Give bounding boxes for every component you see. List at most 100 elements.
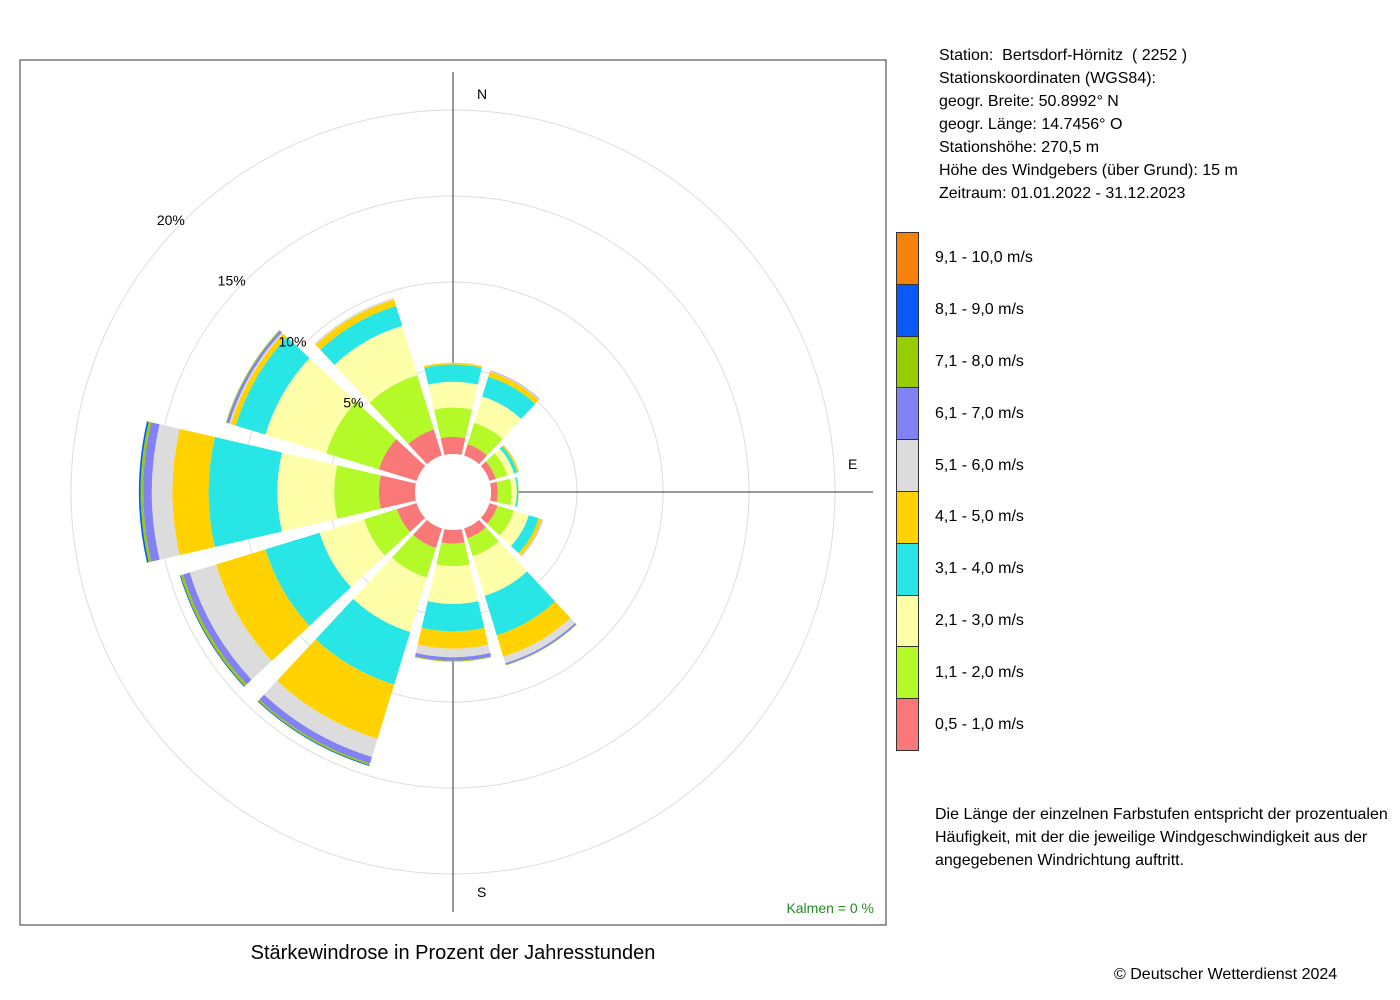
explanation-note: Die Länge der einzelnen Farbstufen entsp… <box>935 806 1388 869</box>
legend-color-bar <box>896 232 919 751</box>
sector-segment <box>151 424 180 560</box>
sector-240 <box>179 503 426 687</box>
sector-segment <box>364 509 411 556</box>
legend-label: 1,1 - 2,0 m/s <box>935 664 1024 682</box>
sector-segment <box>427 564 479 604</box>
sector-segment <box>499 446 518 474</box>
sector-segment <box>183 572 252 685</box>
legend-swatch <box>897 284 918 337</box>
sector-segment <box>464 519 486 539</box>
sector-segment <box>510 515 539 554</box>
sector-segment <box>265 358 357 454</box>
station-line: Station: Bertsdorf-Hörnitz ( 2252 ) <box>939 47 1188 64</box>
sector-segment <box>277 452 338 532</box>
sector-0 <box>423 362 483 455</box>
ring-label: 15% <box>218 273 246 289</box>
sector-segment <box>502 444 519 473</box>
legend-swatch <box>897 699 918 750</box>
legend-label: 7,1 - 8,0 m/s <box>935 352 1024 370</box>
sector-segment <box>503 617 576 664</box>
legend-label: 8,1 - 9,0 m/s <box>935 300 1024 318</box>
sector-segment <box>408 429 442 465</box>
legend-swatch <box>897 388 918 441</box>
sector-270 <box>138 421 416 563</box>
sector-segment <box>441 529 465 544</box>
sector-segment <box>516 477 519 507</box>
sector-segment <box>226 330 282 424</box>
sector-90 <box>490 477 519 507</box>
station-info: Station: Bertsdorf-Hörnitz ( 2252 ) Stat… <box>939 44 1238 205</box>
legend-labels: 9,1 - 10,0 m/s 8,1 - 9,0 m/s 7,1 - 8,0 m/s… <box>935 232 1135 751</box>
sector-segment <box>378 475 416 509</box>
sector-segment <box>235 337 310 435</box>
station-line: Stationshöhe: 270,5 m <box>939 139 1100 156</box>
north-label: N <box>477 86 487 102</box>
sector-segment <box>496 601 571 657</box>
sector-segment <box>415 653 491 661</box>
sector-segment <box>415 644 491 658</box>
chart-caption: Stärkewindrose in Prozent der Jahresstun… <box>250 942 656 964</box>
plot-frame <box>19 59 887 926</box>
sector-segment <box>482 376 536 419</box>
sector-segment <box>326 401 397 470</box>
legend-label: 9,1 - 10,0 m/s <box>935 248 1033 266</box>
ring-label: 10% <box>278 334 306 350</box>
legend-label: 6,1 - 7,0 m/s <box>935 404 1024 422</box>
sector-segment <box>510 477 517 507</box>
station-line: geogr. Breite: 50.8992° N <box>939 93 1119 110</box>
sector-segment <box>172 428 215 556</box>
legend-label: 2,1 - 3,0 m/s <box>935 612 1024 630</box>
sector-segment <box>320 305 403 365</box>
sector-segment <box>436 542 470 567</box>
sector-300 <box>225 330 426 481</box>
sector-segment <box>424 364 482 385</box>
sector-segment <box>369 375 434 445</box>
sector-segment <box>467 527 499 557</box>
sector-segment <box>421 601 485 632</box>
sector-segment <box>423 362 483 368</box>
sector-segment <box>264 680 378 757</box>
sector-segment <box>259 694 372 764</box>
sector-segment <box>467 422 503 456</box>
copyright: © Deutscher Wetterdienst 2024 <box>1114 966 1338 983</box>
sector-330 <box>314 297 442 465</box>
center-hole <box>415 454 491 530</box>
legend-label: 5,1 - 6,0 m/s <box>935 456 1024 474</box>
sector-segment <box>464 444 488 465</box>
sector-segment <box>494 448 515 476</box>
sector-segment <box>440 436 466 455</box>
sector-segment <box>334 325 418 403</box>
sector-segment <box>490 481 498 503</box>
sector-segment <box>487 505 515 536</box>
legend-swatch <box>897 543 918 596</box>
sector-segment <box>417 627 489 649</box>
sector-segment <box>434 407 472 439</box>
legend-swatch <box>897 491 918 544</box>
sector-segment <box>480 461 496 481</box>
sector-segment <box>484 571 556 636</box>
sector-segment <box>315 299 397 350</box>
ring-label: 20% <box>157 212 185 228</box>
legend-swatch <box>897 595 918 648</box>
sector-segment <box>315 599 411 685</box>
sector-segment <box>474 396 522 440</box>
station-line: Zeitraum: 01.01.2022 - 31.12.2023 <box>939 185 1186 202</box>
legend-swatch <box>897 233 918 285</box>
sector-60 <box>480 444 520 481</box>
sector-segment <box>515 477 519 507</box>
sector-segment <box>265 532 351 626</box>
calm-label: Kalmen = 0 % <box>786 900 874 916</box>
legend-swatch <box>897 647 918 700</box>
legend-swatch <box>897 336 918 389</box>
legend-label: 4,1 - 5,0 m/s <box>935 508 1024 526</box>
station-line: Stationskoordinaten (WGS84): <box>939 70 1156 87</box>
ring-label: 5% <box>343 394 363 410</box>
sector-segment <box>215 549 310 662</box>
sector-segment <box>276 639 395 739</box>
sector-segment <box>396 503 426 532</box>
sector-segment <box>480 503 498 524</box>
sector-segment <box>378 439 426 481</box>
legend-swatch <box>897 440 918 492</box>
south-label: S <box>477 884 486 900</box>
